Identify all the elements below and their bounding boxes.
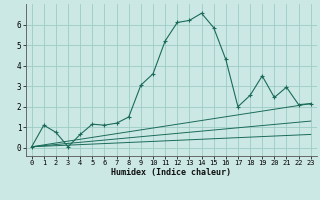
X-axis label: Humidex (Indice chaleur): Humidex (Indice chaleur) [111, 168, 231, 177]
